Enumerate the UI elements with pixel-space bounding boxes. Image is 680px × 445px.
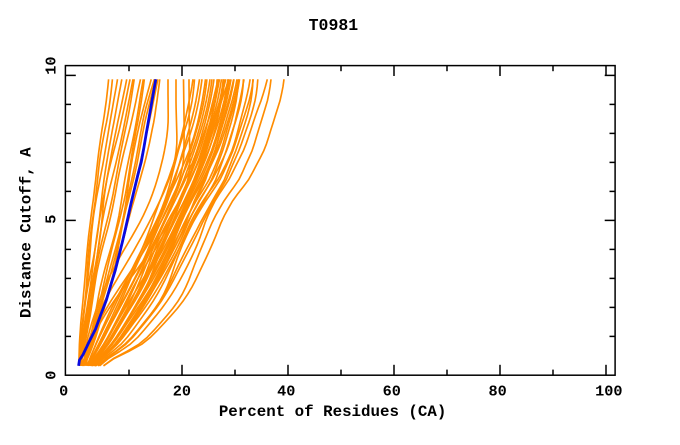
svg-text:100: 100 bbox=[595, 382, 622, 400]
svg-text:Distance Cutoff, A: Distance Cutoff, A bbox=[17, 147, 35, 318]
svg-text:Percent of Residues (CA): Percent of Residues (CA) bbox=[219, 403, 447, 421]
svg-text:10: 10 bbox=[43, 56, 61, 74]
svg-text:0: 0 bbox=[59, 382, 68, 400]
svg-text:60: 60 bbox=[383, 382, 401, 400]
svg-text:80: 80 bbox=[488, 382, 506, 400]
svg-text:40: 40 bbox=[277, 382, 295, 400]
svg-text:20: 20 bbox=[173, 382, 191, 400]
svg-text:5: 5 bbox=[43, 215, 61, 224]
svg-text:0: 0 bbox=[43, 371, 61, 380]
svg-text:T0981: T0981 bbox=[309, 16, 359, 35]
